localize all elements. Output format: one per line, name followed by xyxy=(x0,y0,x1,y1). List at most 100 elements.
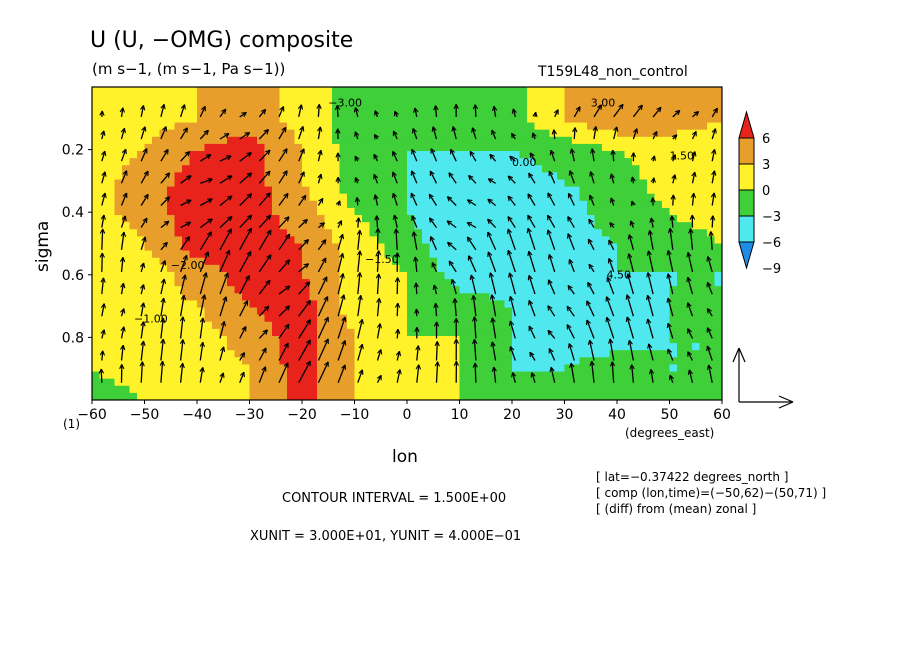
vector-arrowhead xyxy=(246,193,252,196)
heatmap-cell xyxy=(647,286,656,294)
heatmap-cell xyxy=(219,335,228,344)
heatmap-cell xyxy=(377,101,386,109)
heatmap-cell xyxy=(714,87,722,95)
vector-arrow xyxy=(707,256,713,273)
heatmap-cell xyxy=(632,314,641,323)
heatmap-cell xyxy=(234,300,243,309)
vector-arrow xyxy=(101,150,106,162)
heatmap-cell xyxy=(639,350,648,358)
heatmap-cell xyxy=(197,136,206,145)
heatmap-cell xyxy=(324,200,333,209)
heatmap-cell xyxy=(324,136,333,145)
heatmap-cell xyxy=(632,300,641,309)
heatmap-cell xyxy=(279,207,288,216)
vector-arrowhead xyxy=(487,178,492,184)
heatmap-cell xyxy=(257,200,266,209)
heatmap-cell xyxy=(519,328,528,337)
heatmap-cell xyxy=(414,321,423,330)
heatmap-cell xyxy=(707,314,716,323)
heatmap-cell xyxy=(699,293,708,302)
vector-arrow xyxy=(278,323,290,339)
heatmap-cell xyxy=(624,165,633,173)
vector-arrow xyxy=(652,131,658,140)
vector-arrow xyxy=(317,222,325,229)
heatmap-cell xyxy=(639,129,648,138)
vector-arrow xyxy=(373,174,379,184)
heatmap-cell xyxy=(684,108,693,117)
heatmap-cell xyxy=(699,207,708,216)
heatmap-cell xyxy=(174,250,183,259)
heatmap-cell xyxy=(399,364,408,373)
heatmap-cell xyxy=(129,378,138,387)
vector-arrowhead xyxy=(375,228,379,233)
heatmap-cell xyxy=(519,271,528,280)
heatmap-cell xyxy=(714,122,722,131)
heatmap-cell xyxy=(137,165,146,173)
heatmap-cell xyxy=(647,193,656,202)
vector-arrow xyxy=(528,275,536,295)
heatmap-cell xyxy=(324,328,333,337)
vector-arrow xyxy=(493,366,497,383)
heatmap-cell xyxy=(212,101,221,109)
x-tick-label: 10 xyxy=(451,407,469,423)
heatmap-cell xyxy=(542,158,551,166)
heatmap-cell xyxy=(332,350,341,358)
heatmap-cell xyxy=(564,250,573,259)
heatmap-cell xyxy=(624,108,633,117)
heatmap-cell xyxy=(272,264,281,273)
vector-arrowhead xyxy=(591,360,595,366)
heatmap-cell xyxy=(317,215,326,223)
heatmap-cell xyxy=(152,129,161,138)
heatmap-cell xyxy=(362,179,371,188)
heatmap-cell xyxy=(99,200,108,209)
vector-arrow xyxy=(529,152,536,162)
heatmap-cell xyxy=(159,236,168,245)
heatmap-cell xyxy=(684,257,693,266)
heatmap-cell xyxy=(114,200,123,209)
heatmap-cell xyxy=(489,87,498,95)
heatmap-cell xyxy=(692,257,701,266)
heatmap-cell xyxy=(527,136,536,145)
heatmap-cell xyxy=(219,392,228,400)
heatmap-cell xyxy=(227,343,236,351)
heatmap-cell xyxy=(302,151,311,159)
heatmap-cell xyxy=(669,335,678,344)
vector-arrow xyxy=(667,250,674,273)
heatmap-cell xyxy=(579,222,588,230)
heatmap-cell xyxy=(444,143,453,152)
vector-arrowhead xyxy=(399,369,402,375)
vector-arrow xyxy=(239,227,253,251)
heatmap-cell xyxy=(437,215,446,223)
heatmap-cell xyxy=(647,172,656,181)
heatmap-cell xyxy=(572,222,581,230)
heatmap-cell xyxy=(542,271,551,280)
heatmap-cell xyxy=(579,158,588,166)
heatmap-cell xyxy=(497,200,506,209)
heatmap-cell xyxy=(684,328,693,337)
heatmap-cell xyxy=(242,321,251,330)
heatmap-cell xyxy=(317,250,326,259)
heatmap-cell xyxy=(317,151,326,159)
vector-arrowhead xyxy=(356,197,361,202)
heatmap-cell xyxy=(669,279,678,287)
heatmap-cell xyxy=(684,378,693,387)
vector-arrow xyxy=(219,175,233,184)
vector-arrowhead xyxy=(446,196,450,202)
heatmap-cell xyxy=(579,378,588,387)
heatmap-cell xyxy=(542,222,551,230)
heatmap-cell xyxy=(579,264,588,273)
vector-arrow xyxy=(691,193,695,206)
heatmap-cell xyxy=(129,193,138,202)
vector-arrow xyxy=(431,262,438,273)
vector-arrow xyxy=(160,196,171,206)
heatmap-cell xyxy=(549,357,558,366)
vector-arrow xyxy=(140,148,148,162)
vector-arrowhead xyxy=(667,228,671,234)
vector-arrow xyxy=(529,351,536,361)
heatmap-cell xyxy=(182,186,191,195)
vector-arrowhead xyxy=(204,251,209,256)
vector-arrow xyxy=(317,296,329,317)
heatmap-cell xyxy=(407,129,416,138)
heatmap-cell xyxy=(692,343,701,351)
heatmap-cell xyxy=(624,151,633,159)
